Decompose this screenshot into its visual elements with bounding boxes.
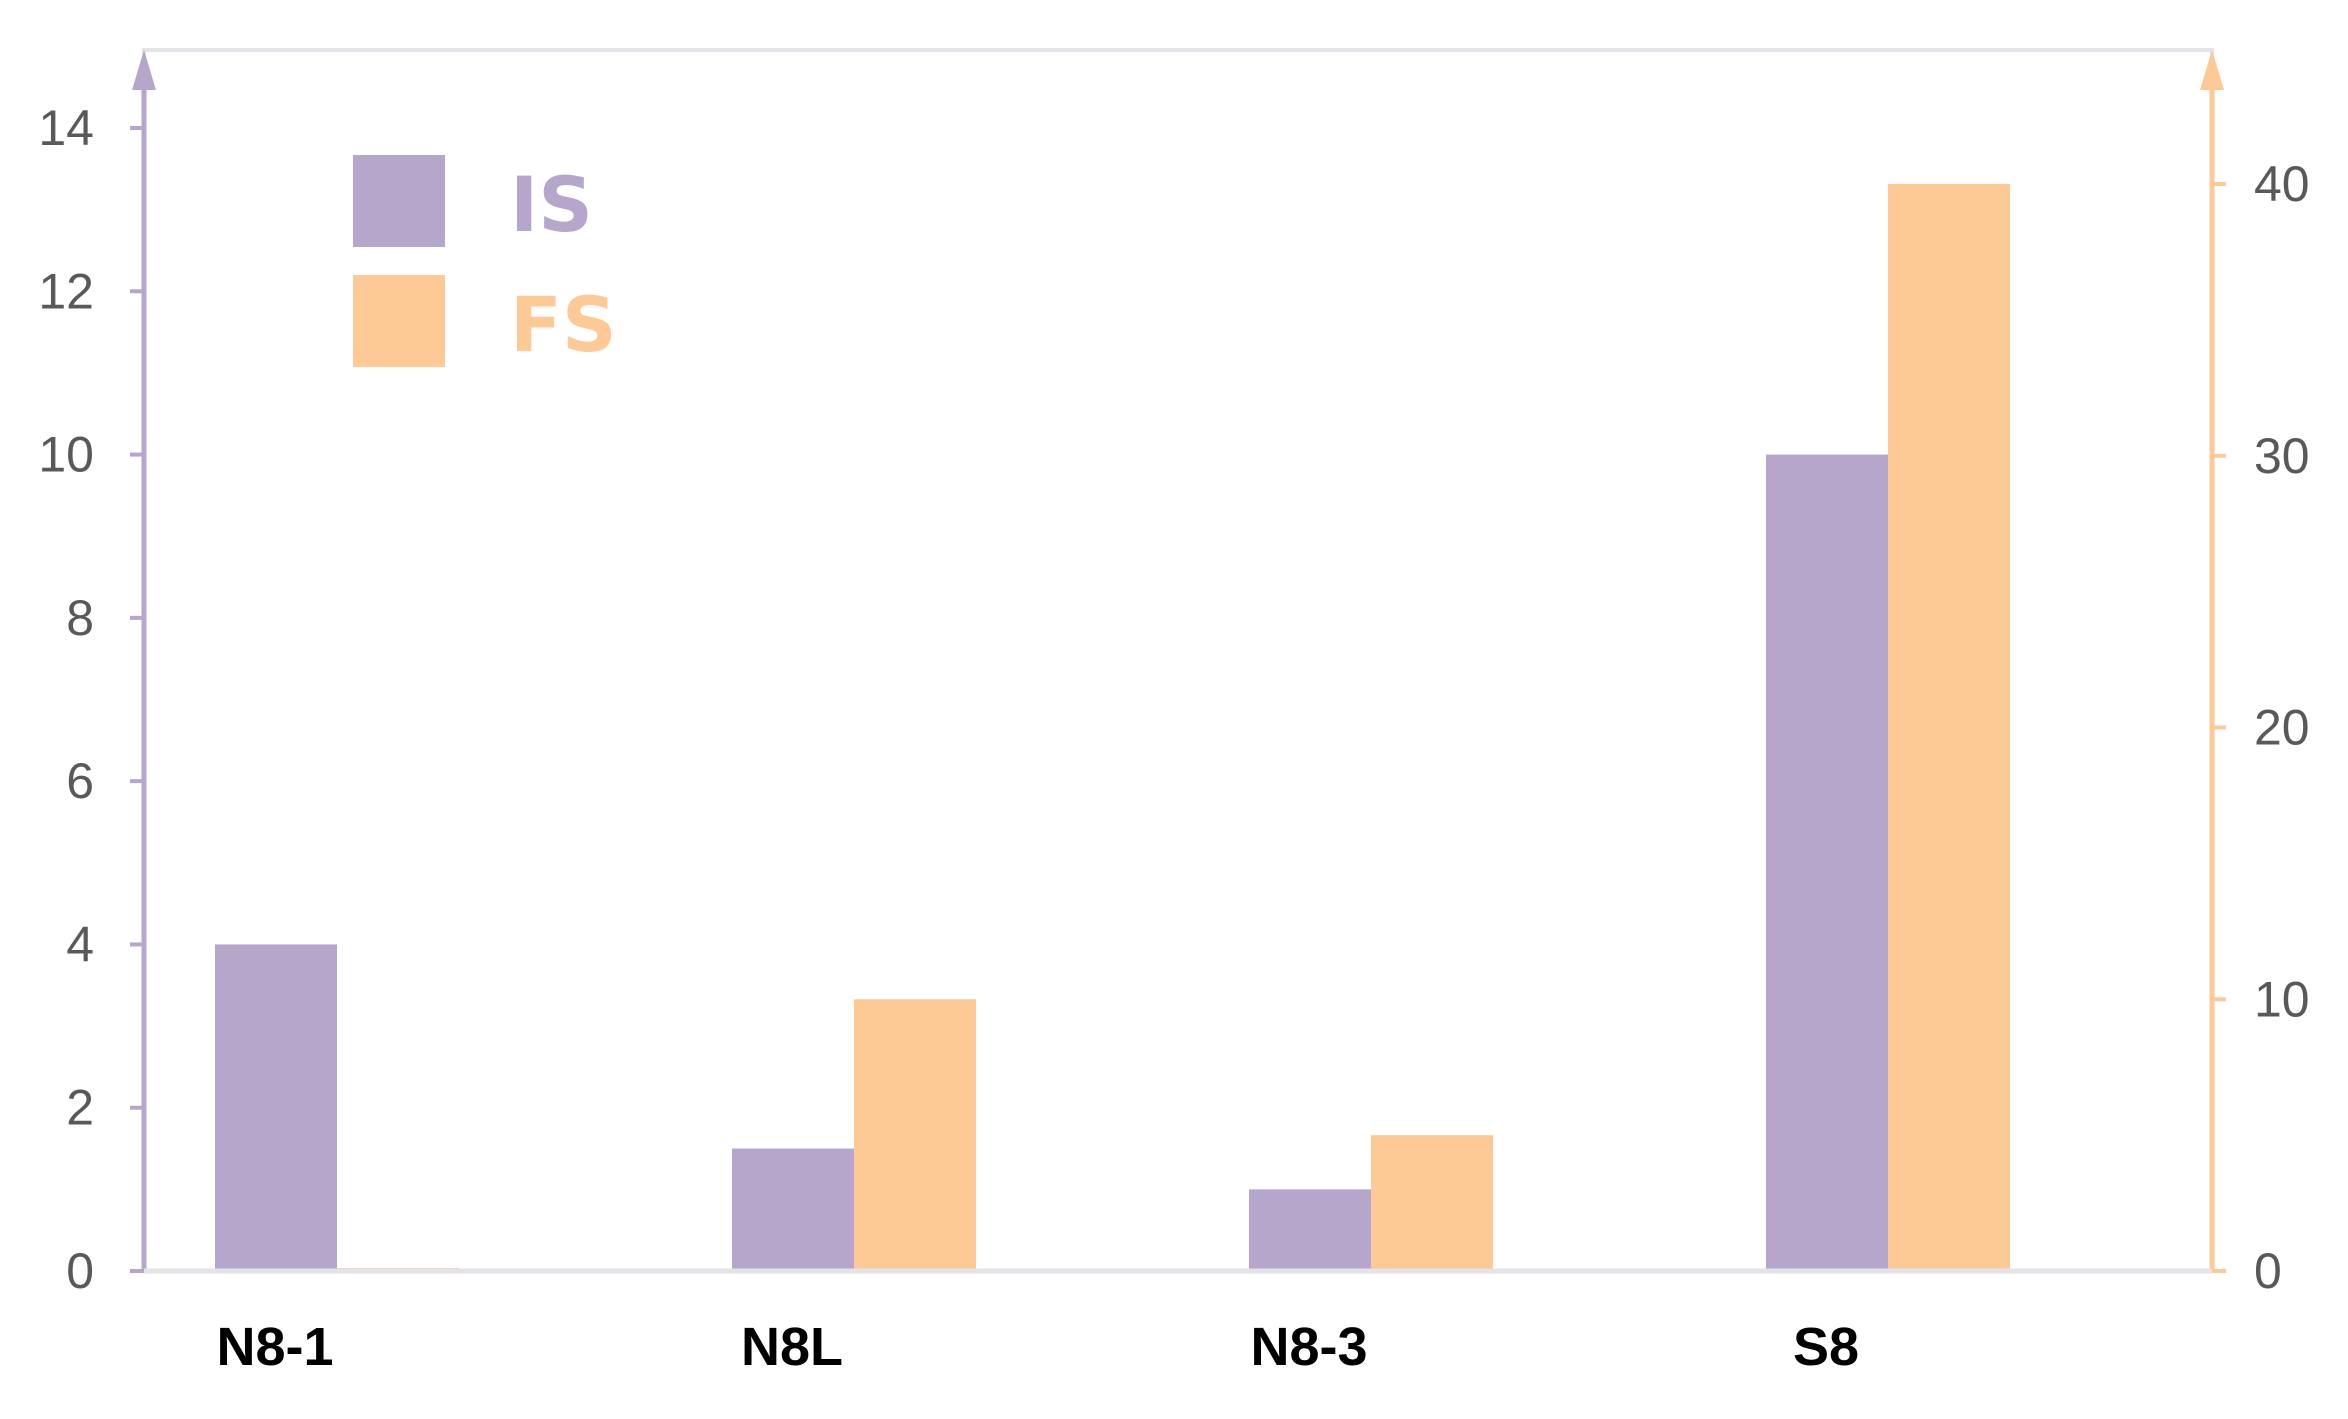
- y-left-tick-label: 2: [66, 1080, 94, 1136]
- bar-fs-n8-3: [1371, 1135, 1493, 1271]
- y-right-tick-label: 10: [2254, 971, 2310, 1027]
- y-right-tick-label: 0: [2254, 1243, 2282, 1299]
- x-category-label: N8L: [741, 1317, 843, 1377]
- y-right-tick-label: 30: [2254, 428, 2310, 484]
- y-left-tick-label: 14: [38, 100, 94, 156]
- axes-layer: 0 2 4 6 8 10 12 14 0 10 20 30 40 N8-1 N8L N8-3 S8: [38, 50, 2310, 1377]
- bars-layer: [215, 184, 2010, 1272]
- bar-is-s8: [1766, 454, 1888, 1272]
- bar-fs-s8: [1888, 184, 2010, 1271]
- y-right-tick-label: 40: [2254, 156, 2310, 212]
- bar-fs-n8l: [854, 999, 976, 1271]
- y-axis-right-arrow: [2200, 50, 2224, 90]
- y-left-tick-label: 8: [66, 590, 94, 646]
- y-left-tick-label: 0: [66, 1243, 94, 1299]
- legend: IS FS: [353, 155, 617, 369]
- bar-is-n8l: [732, 1148, 854, 1271]
- y-left-tick-label: 10: [38, 427, 94, 483]
- x-category-label: N8-3: [1250, 1317, 1367, 1377]
- legend-swatch-is: [353, 155, 445, 247]
- legend-swatch-fs: [353, 275, 445, 367]
- x-category-label: N8-1: [216, 1317, 333, 1377]
- bar-is-n8-3: [1249, 1189, 1371, 1271]
- y-left-tick-label: 4: [66, 916, 94, 972]
- legend-label-is: IS: [510, 160, 593, 249]
- y-axis-left-arrow: [132, 50, 156, 90]
- legend-label-fs: FS: [510, 280, 617, 369]
- x-category-label: S8: [1793, 1317, 1859, 1377]
- y-right-tick-label: 20: [2254, 700, 2310, 756]
- y-left-tick-label: 6: [66, 753, 94, 809]
- bar-is-n8-1: [215, 944, 337, 1271]
- y-left-tick-label: 12: [38, 263, 94, 319]
